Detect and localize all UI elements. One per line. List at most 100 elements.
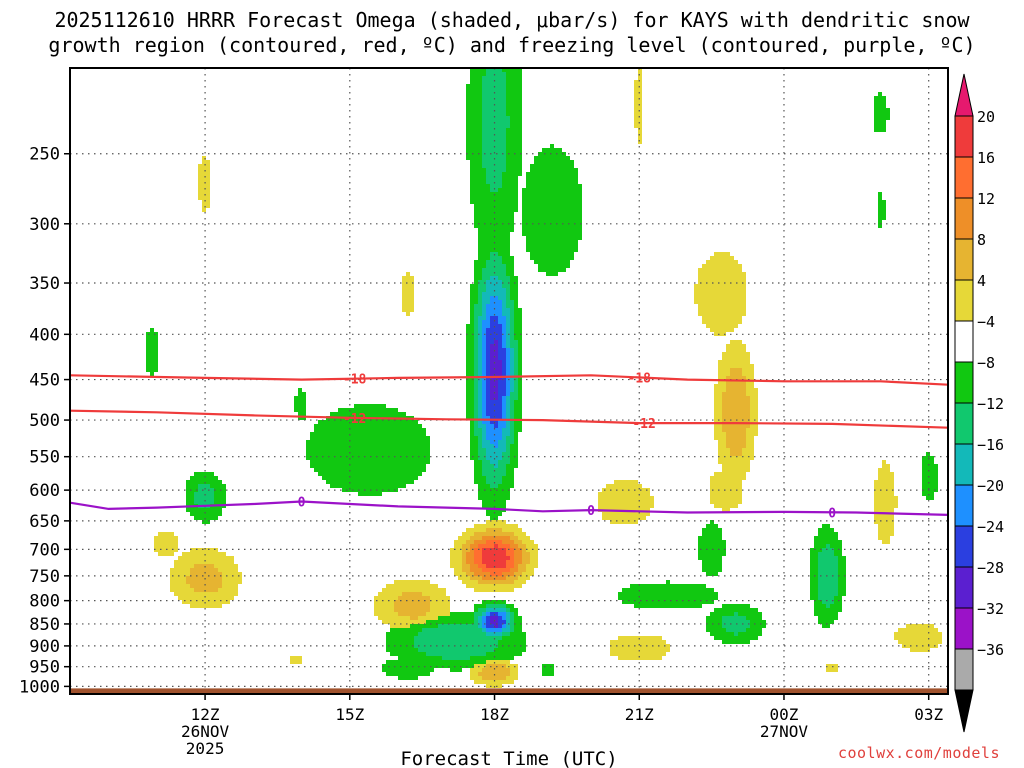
omega-cell bbox=[466, 384, 474, 388]
omega-cell bbox=[354, 404, 386, 408]
omega-cell bbox=[466, 116, 482, 120]
omega-cell bbox=[498, 252, 510, 256]
omega-cell bbox=[474, 612, 482, 616]
omega-cell bbox=[466, 348, 474, 352]
omega-cell bbox=[214, 496, 226, 500]
omega-cell bbox=[478, 616, 482, 620]
omega-cell bbox=[478, 392, 482, 396]
omega-cell bbox=[486, 452, 502, 456]
omega-cell bbox=[602, 512, 650, 516]
omega-cell bbox=[486, 428, 502, 432]
omega-cell bbox=[506, 164, 522, 168]
omega-cell bbox=[506, 624, 510, 628]
omega-cell bbox=[478, 356, 482, 360]
omega-cell bbox=[326, 480, 414, 484]
omega-cell bbox=[466, 328, 474, 332]
omega-cell bbox=[522, 556, 530, 560]
omega-cell bbox=[478, 624, 482, 628]
omega-cell bbox=[506, 268, 514, 272]
omega-cell bbox=[514, 316, 522, 320]
omega-cell bbox=[474, 344, 478, 348]
omega-cell bbox=[482, 328, 486, 332]
omega-cell bbox=[382, 588, 446, 592]
omega-cell bbox=[474, 468, 482, 472]
omega-cell bbox=[482, 500, 506, 504]
omega-cell bbox=[498, 544, 510, 548]
omega-cell bbox=[486, 328, 502, 332]
omega-cell bbox=[498, 356, 506, 360]
omega-cell bbox=[506, 316, 510, 320]
omega-cell bbox=[502, 344, 506, 348]
omega-cell bbox=[818, 620, 834, 624]
omega-cell bbox=[714, 424, 722, 428]
omega-cell bbox=[466, 104, 482, 108]
omega-cell bbox=[466, 368, 474, 372]
omega-cell bbox=[306, 448, 430, 452]
omega-cell bbox=[466, 396, 474, 400]
omega-cell bbox=[514, 624, 522, 628]
colorbar-label: 4 bbox=[977, 272, 986, 290]
omega-cell bbox=[522, 216, 582, 220]
omega-cell bbox=[746, 392, 758, 396]
omega-cell bbox=[834, 548, 842, 552]
omega-cell bbox=[470, 444, 478, 448]
omega-cell bbox=[470, 200, 518, 204]
omega-cell bbox=[738, 632, 762, 636]
omega-cell bbox=[498, 188, 518, 192]
omega-cell bbox=[526, 548, 538, 552]
omega-cell bbox=[510, 352, 514, 356]
omega-cell bbox=[222, 576, 242, 580]
omega-cell bbox=[430, 596, 450, 600]
omega-cell bbox=[318, 472, 422, 476]
omega-cell bbox=[170, 572, 190, 576]
omega-cell bbox=[878, 468, 890, 472]
omega-cell bbox=[826, 664, 838, 668]
omega-cell bbox=[510, 348, 514, 352]
omega-cell bbox=[478, 364, 482, 368]
omega-cell bbox=[482, 388, 486, 392]
omega-cell bbox=[482, 100, 506, 104]
omega-cell bbox=[506, 112, 522, 116]
omega-cell bbox=[514, 532, 526, 536]
omega-cell bbox=[694, 300, 746, 304]
omega-cell bbox=[330, 412, 406, 416]
omega-cell bbox=[510, 316, 514, 320]
omega-cell bbox=[746, 628, 762, 632]
omega-cell bbox=[698, 540, 726, 544]
omega-cell bbox=[506, 416, 510, 420]
omega-cell bbox=[146, 332, 158, 336]
omega-cell bbox=[498, 396, 502, 400]
omega-cell bbox=[454, 568, 462, 572]
omega-cell bbox=[746, 388, 758, 392]
omega-cell bbox=[374, 612, 398, 616]
omega-cell bbox=[698, 304, 746, 308]
omega-cell bbox=[486, 384, 490, 388]
omega-cell bbox=[510, 448, 518, 452]
omega-cell bbox=[874, 128, 886, 132]
omega-cell bbox=[746, 376, 754, 380]
omega-cell bbox=[498, 316, 506, 320]
omega-cell bbox=[478, 232, 510, 236]
omega-cell bbox=[514, 400, 522, 404]
omega-cell bbox=[470, 320, 474, 324]
omega-cell bbox=[474, 212, 514, 216]
omega-cell bbox=[502, 372, 506, 376]
omega-cell bbox=[502, 304, 506, 308]
omega-cell bbox=[478, 372, 482, 376]
contour-label: 0 bbox=[298, 495, 306, 510]
omega-cell bbox=[698, 556, 722, 560]
omega-cell bbox=[174, 564, 194, 568]
y-tick-label: 300 bbox=[29, 215, 60, 235]
omega-cell bbox=[874, 488, 894, 492]
omega-cell bbox=[502, 176, 518, 180]
omega-cell bbox=[502, 308, 510, 312]
omega-cell bbox=[698, 548, 726, 552]
omega-cell bbox=[482, 152, 506, 156]
omega-cell bbox=[514, 384, 518, 388]
contour-line-0 bbox=[69, 500, 949, 516]
omega-cell bbox=[498, 392, 506, 396]
omega-cell bbox=[386, 632, 418, 636]
omega-cell bbox=[510, 628, 514, 632]
omega-cell bbox=[486, 392, 490, 396]
